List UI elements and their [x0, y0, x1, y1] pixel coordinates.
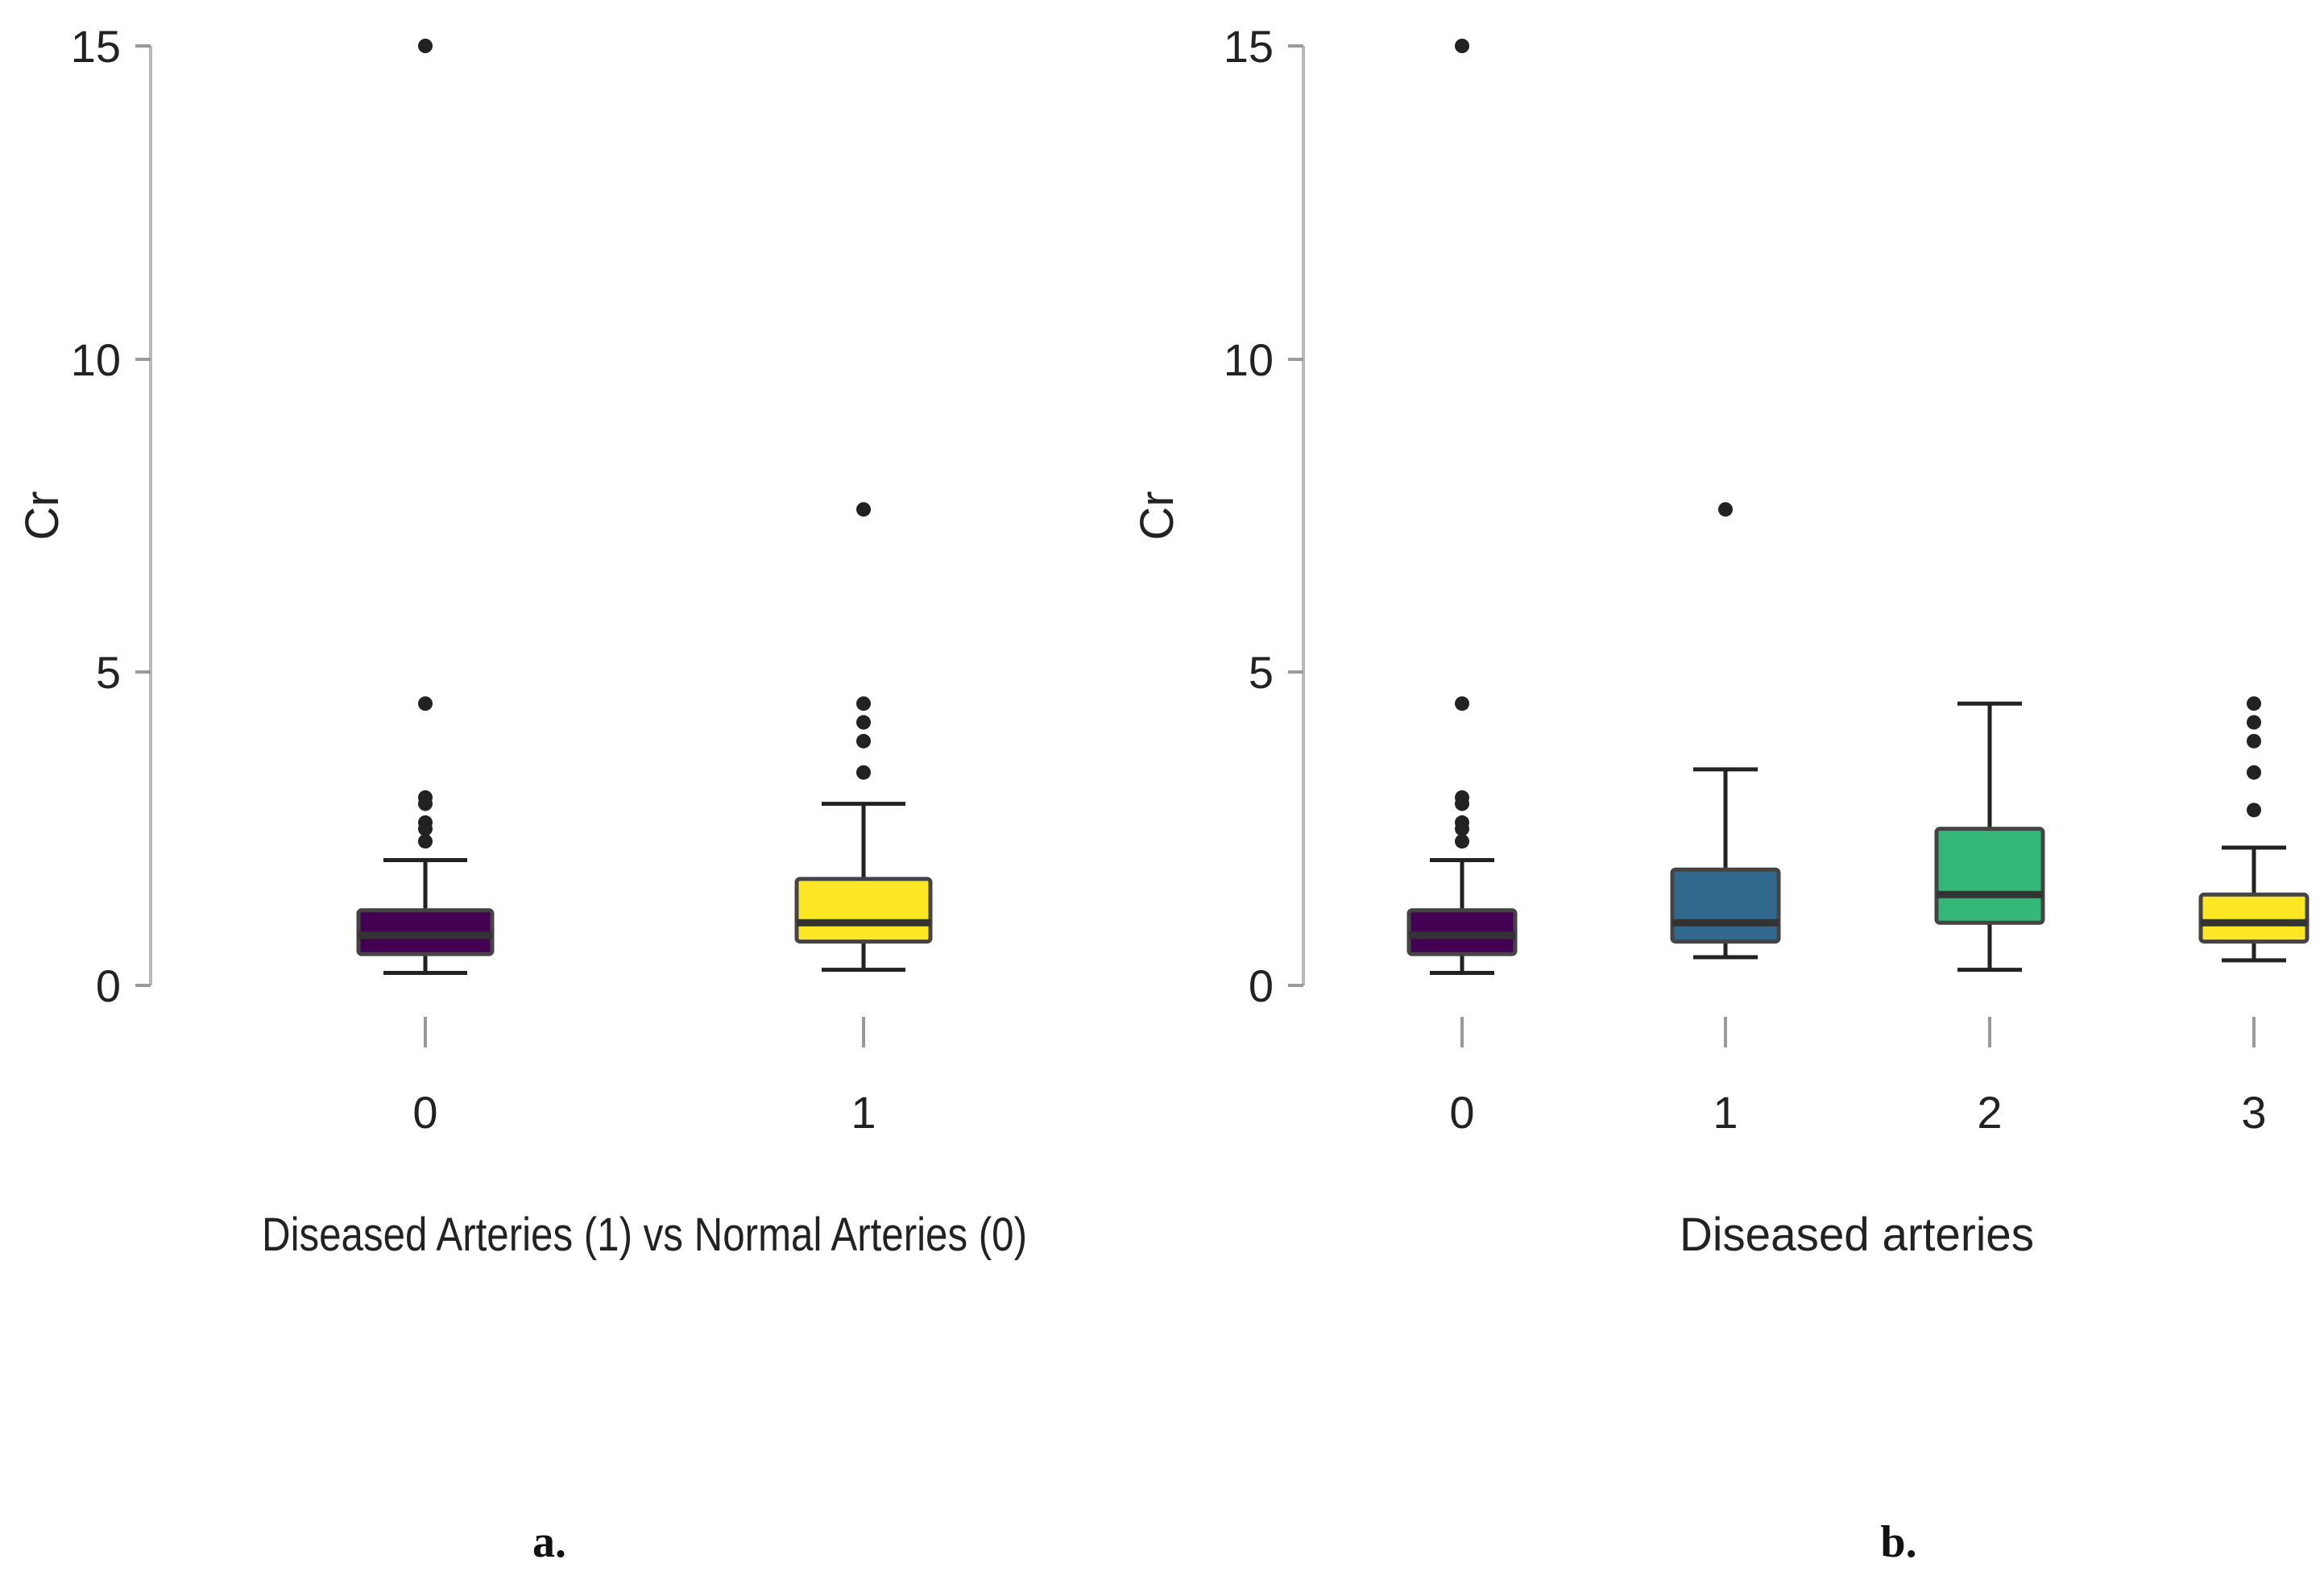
panel-a-y-tick-10: 10: [71, 334, 151, 385]
panel-a-box-0: [356, 39, 495, 975]
panel-b-box-1-outlier-0: [1718, 502, 1733, 517]
panel-b-box-0-outlier-2: [1455, 815, 1469, 830]
panel-a-boxes: [356, 39, 933, 975]
panel-b-y-tick-label-15: 15: [1224, 21, 1274, 72]
panel-a-y-tick-label-15: 15: [71, 21, 121, 72]
panel-a-y-tick-0: 0: [96, 960, 151, 1011]
panel-a-x-tick-label-1: 1: [851, 1087, 876, 1138]
panel-b-box-1: [1670, 502, 1781, 960]
panel-b-y-tick-0: 0: [1249, 960, 1303, 1011]
panel-b-x-tick-label-2: 2: [1977, 1087, 2002, 1138]
panel-a-box-0-outlier-0: [418, 834, 433, 849]
panel-b-label: b.: [1880, 1517, 1916, 1567]
panel-b-x-tick-label-3: 3: [2241, 1087, 2266, 1138]
panel-a-y-tick-label-5: 5: [96, 647, 121, 698]
panel-b-box-0-outlier-0: [1455, 834, 1469, 849]
panel-a-x-tick-label-0: 0: [412, 1087, 437, 1138]
panel-b-cat-tick-3: 3: [2241, 1017, 2267, 1138]
panel-b-box-0: [1406, 39, 1518, 975]
panel-b-boxes: [1406, 39, 2310, 975]
panel-b-cat-tick-0: 0: [1449, 1017, 1475, 1138]
panel-a-box-0-outlier-2: [418, 815, 433, 830]
panel-a-y-tick-label-0: 0: [96, 960, 121, 1011]
panel-b-y-tick-15: 15: [1224, 21, 1303, 72]
panel-b-x-axis-title: Diseased arteries: [1680, 1209, 2034, 1261]
panel-b-box-3-outlier-4: [2247, 696, 2261, 711]
panel-b-box-0-outlier-4: [1455, 790, 1469, 805]
panel-a-box-0-outlier-4: [418, 790, 433, 805]
panel-b-y-tick-10: 10: [1224, 334, 1303, 385]
panel-a-box-1-outlier-1: [856, 733, 871, 749]
panel-b-box-3-outlier-0: [2247, 803, 2261, 818]
panel-a-cat-tick-1: 1: [851, 1017, 876, 1138]
panel-b-box-2-iqr: [1934, 827, 2045, 925]
panel-a-label: a.: [532, 1517, 566, 1567]
panel-a-box-1-outlier-2: [856, 715, 871, 730]
panel-b-box-3: [2198, 696, 2310, 963]
panel-a-box-1-outlier-4: [856, 502, 871, 517]
panel-b-y-tick-5: 5: [1249, 647, 1303, 698]
panel-a-box-1-outlier-3: [856, 696, 871, 711]
panel-a-cat-tick-0: 0: [412, 1017, 438, 1138]
panel-b-box-3-outlier-3: [2247, 715, 2261, 730]
panel-a-y-tick-5: 5: [96, 647, 151, 698]
panel-a-boxplot: 0 5 10 15 Cr 0 1 Diseased Arteries (1) v…: [16, 21, 1027, 1567]
panel-b-x-tick-label-0: 0: [1449, 1087, 1474, 1138]
panel-a-box-1-outlier-0: [856, 765, 871, 780]
panel-a-box-0-outlier-5: [418, 696, 433, 711]
panel-b-box-3-iqr: [2198, 892, 2310, 944]
panel-a-box-0-outlier-6: [418, 39, 433, 53]
panel-a-y-tick-15: 15: [71, 21, 151, 72]
panel-b-box-0-outlier-5: [1455, 696, 1469, 711]
panel-b-y-tick-label-0: 0: [1249, 960, 1274, 1011]
panel-a-box-1-iqr: [794, 877, 933, 944]
panel-b-cat-tick-2: 2: [1977, 1017, 2003, 1138]
panel-b-x-tick-label-1: 1: [1713, 1087, 1738, 1138]
panel-b-box-3-outlier-1: [2247, 765, 2261, 780]
panel-b-cat-tick-1: 1: [1713, 1017, 1738, 1138]
panel-b-y-axis-title: Cr: [1131, 491, 1183, 540]
panel-a-x-axis-title: Diseased Arteries (1) vs Normal Arteries…: [262, 1209, 1027, 1261]
panel-b-box-3-outlier-2: [2247, 733, 2261, 749]
panel-a-box-1: [794, 502, 933, 973]
panel-b-y-tick-label-10: 10: [1224, 334, 1274, 385]
panel-b-boxplot: 0 5 10 15 Cr 0 1 2 3 Diseased arteries b…: [1131, 21, 2310, 1567]
panel-b-box-2: [1934, 701, 2045, 973]
panel-b-box-1-iqr: [1670, 867, 1781, 944]
panel-b-y-tick-label-5: 5: [1249, 647, 1274, 698]
panel-a-y-axis-title: Cr: [16, 491, 68, 540]
panel-b-box-0-outlier-6: [1455, 39, 1469, 53]
panel-a-y-tick-label-10: 10: [71, 334, 121, 385]
